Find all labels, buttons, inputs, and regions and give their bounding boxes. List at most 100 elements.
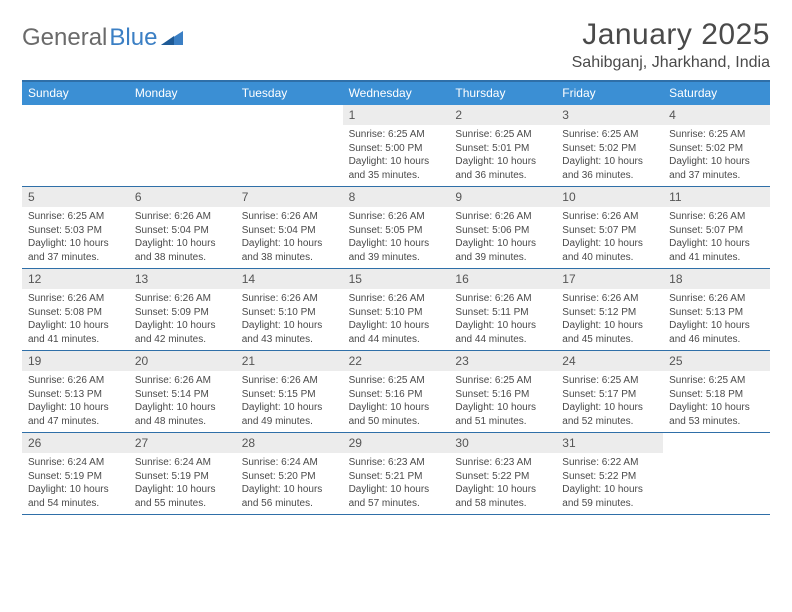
sunset-text: Sunset: 5:05 PM [349, 224, 444, 238]
daylight-text-1: Daylight: 10 hours [455, 319, 550, 333]
day-details: Sunrise: 6:25 AMSunset: 5:01 PMDaylight:… [449, 125, 556, 186]
calendar-day-cell: 30Sunrise: 6:23 AMSunset: 5:22 PMDayligh… [449, 433, 556, 514]
daylight-text-1: Daylight: 10 hours [455, 483, 550, 497]
sunrise-text: Sunrise: 6:26 AM [28, 374, 123, 388]
day-details: Sunrise: 6:26 AMSunset: 5:07 PMDaylight:… [556, 207, 663, 268]
day-number: 26 [22, 433, 129, 453]
daylight-text-1: Daylight: 10 hours [28, 319, 123, 333]
sunrise-text: Sunrise: 6:26 AM [242, 210, 337, 224]
daylight-text-2: and 39 minutes. [455, 251, 550, 265]
calendar-day-cell: 19Sunrise: 6:26 AMSunset: 5:13 PMDayligh… [22, 351, 129, 432]
day-number: 28 [236, 433, 343, 453]
day-number: 7 [236, 187, 343, 207]
day-number: 31 [556, 433, 663, 453]
calendar-day-cell: 4Sunrise: 6:25 AMSunset: 5:02 PMDaylight… [663, 105, 770, 186]
weekday-header: Friday [556, 82, 663, 105]
calendar-day-cell: .. [236, 105, 343, 186]
daylight-text-2: and 46 minutes. [669, 333, 764, 347]
day-number: 5 [22, 187, 129, 207]
day-number: 13 [129, 269, 236, 289]
day-number: 11 [663, 187, 770, 207]
weekday-header: Sunday [22, 82, 129, 105]
day-number: 10 [556, 187, 663, 207]
daylight-text-1: Daylight: 10 hours [242, 237, 337, 251]
sunset-text: Sunset: 5:18 PM [669, 388, 764, 402]
sunrise-text: Sunrise: 6:26 AM [242, 374, 337, 388]
sunset-text: Sunset: 5:04 PM [242, 224, 337, 238]
daylight-text-2: and 44 minutes. [455, 333, 550, 347]
daylight-text-1: Daylight: 10 hours [455, 401, 550, 415]
calendar-day-cell: .. [129, 105, 236, 186]
daylight-text-1: Daylight: 10 hours [669, 319, 764, 333]
day-number: 3 [556, 105, 663, 125]
sunset-text: Sunset: 5:04 PM [135, 224, 230, 238]
sunrise-text: Sunrise: 6:25 AM [455, 374, 550, 388]
calendar-day-cell: 31Sunrise: 6:22 AMSunset: 5:22 PMDayligh… [556, 433, 663, 514]
daylight-text-1: Daylight: 10 hours [242, 401, 337, 415]
calendar-week-row: ......1Sunrise: 6:25 AMSunset: 5:00 PMDa… [22, 105, 770, 187]
daylight-text-2: and 38 minutes. [135, 251, 230, 265]
sunset-text: Sunset: 5:12 PM [562, 306, 657, 320]
weeks-container: ......1Sunrise: 6:25 AMSunset: 5:00 PMDa… [22, 105, 770, 515]
daylight-text-2: and 41 minutes. [669, 251, 764, 265]
sunrise-text: Sunrise: 6:26 AM [242, 292, 337, 306]
sunrise-text: Sunrise: 6:24 AM [28, 456, 123, 470]
day-number: 18 [663, 269, 770, 289]
sunset-text: Sunset: 5:17 PM [562, 388, 657, 402]
day-details: Sunrise: 6:26 AMSunset: 5:10 PMDaylight:… [236, 289, 343, 350]
day-details: Sunrise: 6:26 AMSunset: 5:09 PMDaylight:… [129, 289, 236, 350]
calendar-week-row: 5Sunrise: 6:25 AMSunset: 5:03 PMDaylight… [22, 187, 770, 269]
day-number: 8 [343, 187, 450, 207]
calendar-day-cell: 16Sunrise: 6:26 AMSunset: 5:11 PMDayligh… [449, 269, 556, 350]
calendar-day-cell: 1Sunrise: 6:25 AMSunset: 5:00 PMDaylight… [343, 105, 450, 186]
sunrise-text: Sunrise: 6:26 AM [135, 292, 230, 306]
day-number: 2 [449, 105, 556, 125]
sunrise-text: Sunrise: 6:26 AM [135, 374, 230, 388]
calendar-day-cell: 3Sunrise: 6:25 AMSunset: 5:02 PMDaylight… [556, 105, 663, 186]
day-number: 9 [449, 187, 556, 207]
calendar-day-cell: 15Sunrise: 6:26 AMSunset: 5:10 PMDayligh… [343, 269, 450, 350]
calendar-day-cell: 22Sunrise: 6:25 AMSunset: 5:16 PMDayligh… [343, 351, 450, 432]
calendar-day-cell: 11Sunrise: 6:26 AMSunset: 5:07 PMDayligh… [663, 187, 770, 268]
calendar-week-row: 26Sunrise: 6:24 AMSunset: 5:19 PMDayligh… [22, 433, 770, 515]
daylight-text-2: and 36 minutes. [455, 169, 550, 183]
daylight-text-2: and 44 minutes. [349, 333, 444, 347]
daylight-text-1: Daylight: 10 hours [669, 401, 764, 415]
day-details: Sunrise: 6:26 AMSunset: 5:13 PMDaylight:… [663, 289, 770, 350]
logo-text-blue: Blue [109, 24, 157, 52]
sunrise-text: Sunrise: 6:25 AM [28, 210, 123, 224]
daylight-text-1: Daylight: 10 hours [455, 237, 550, 251]
calendar-page: GeneralBlue January 2025 Sahibganj, Jhar… [0, 0, 792, 515]
sunrise-text: Sunrise: 6:26 AM [455, 210, 550, 224]
daylight-text-1: Daylight: 10 hours [562, 319, 657, 333]
day-number: 21 [236, 351, 343, 371]
calendar-day-cell: .. [22, 105, 129, 186]
day-details: Sunrise: 6:26 AMSunset: 5:12 PMDaylight:… [556, 289, 663, 350]
calendar-day-cell: 17Sunrise: 6:26 AMSunset: 5:12 PMDayligh… [556, 269, 663, 350]
daylight-text-1: Daylight: 10 hours [242, 319, 337, 333]
day-details: Sunrise: 6:22 AMSunset: 5:22 PMDaylight:… [556, 453, 663, 514]
sunset-text: Sunset: 5:21 PM [349, 470, 444, 484]
day-number: 15 [343, 269, 450, 289]
day-details: Sunrise: 6:25 AMSunset: 5:02 PMDaylight:… [556, 125, 663, 186]
calendar-day-cell: 7 Sunrise: 6:26 AMSunset: 5:04 PMDaylight… [236, 187, 343, 268]
day-number: 30 [449, 433, 556, 453]
daylight-text-1: Daylight: 10 hours [242, 483, 337, 497]
sunrise-text: Sunrise: 6:23 AM [455, 456, 550, 470]
sunset-text: Sunset: 5:16 PM [349, 388, 444, 402]
day-number: 1 [343, 105, 450, 125]
day-details: Sunrise: 6:26 AMSunset: 5:15 PMDaylight:… [236, 371, 343, 432]
daylight-text-2: and 41 minutes. [28, 333, 123, 347]
daylight-text-1: Daylight: 10 hours [135, 483, 230, 497]
calendar-week-row: 19Sunrise: 6:26 AMSunset: 5:13 PMDayligh… [22, 351, 770, 433]
sunset-text: Sunset: 5:14 PM [135, 388, 230, 402]
daylight-text-2: and 48 minutes. [135, 415, 230, 429]
day-details: Sunrise: 6:25 AMSunset: 5:18 PMDaylight:… [663, 371, 770, 432]
sunset-text: Sunset: 5:09 PM [135, 306, 230, 320]
day-details: Sunrise: 6:25 AMSunset: 5:16 PMDaylight:… [449, 371, 556, 432]
daylight-text-2: and 53 minutes. [669, 415, 764, 429]
sunrise-text: Sunrise: 6:25 AM [349, 374, 444, 388]
sunset-text: Sunset: 5:20 PM [242, 470, 337, 484]
calendar-day-cell: 6Sunrise: 6:26 AMSunset: 5:04 PMDaylight… [129, 187, 236, 268]
daylight-text-1: Daylight: 10 hours [135, 237, 230, 251]
